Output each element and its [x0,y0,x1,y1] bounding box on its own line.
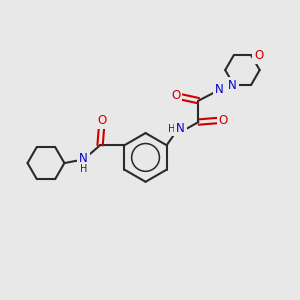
Text: N: N [215,83,224,96]
Text: O: O [219,114,228,127]
Text: H: H [168,124,176,134]
Text: N: N [79,152,88,165]
Text: N: N [176,122,184,135]
Text: O: O [254,49,263,62]
Text: O: O [97,114,106,127]
Text: O: O [171,89,180,102]
Text: N: N [228,79,237,92]
Text: H: H [80,164,87,174]
